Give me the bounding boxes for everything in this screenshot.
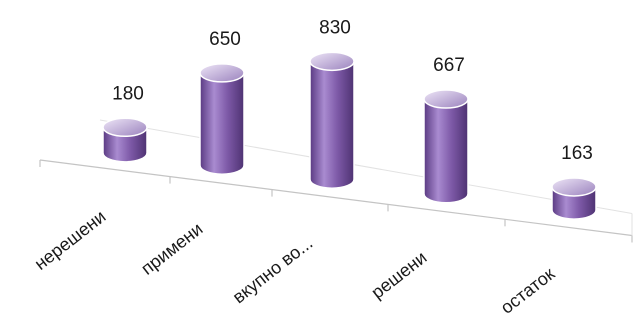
data-label: 830 (319, 17, 351, 38)
chart-floor (39, 119, 633, 243)
data-labels: 180 650 830 667 163 (112, 17, 593, 164)
bar-body (309, 60, 355, 189)
bar-top (551, 177, 597, 197)
category-label: вкупно во... (229, 233, 317, 308)
bar-body (423, 98, 469, 204)
category-axis-labels: нерешени примени вкупно во... решени остаток (31, 206, 559, 318)
bar-top (102, 117, 148, 138)
bar-top (199, 63, 245, 83)
bar-body (102, 126, 148, 163)
bar-2 (199, 63, 245, 175)
bar-3 (309, 51, 355, 189)
bar-4 (423, 89, 469, 204)
category-label: остаток (497, 263, 559, 317)
data-label: 163 (561, 143, 593, 164)
category-label: нерешени (31, 206, 110, 274)
bar-1 (102, 117, 148, 163)
bar-5 (551, 177, 597, 220)
bar-top (309, 51, 355, 72)
floor-back-edge (99, 119, 633, 214)
category-label: примени (137, 219, 206, 279)
floor-front-edge (39, 159, 633, 237)
bar-top (423, 89, 469, 109)
data-label: 667 (433, 55, 465, 76)
data-label: 650 (209, 29, 241, 50)
data-label: 180 (112, 83, 144, 104)
bars (102, 51, 597, 220)
bar-body (199, 72, 245, 175)
category-label: решени (367, 247, 430, 302)
